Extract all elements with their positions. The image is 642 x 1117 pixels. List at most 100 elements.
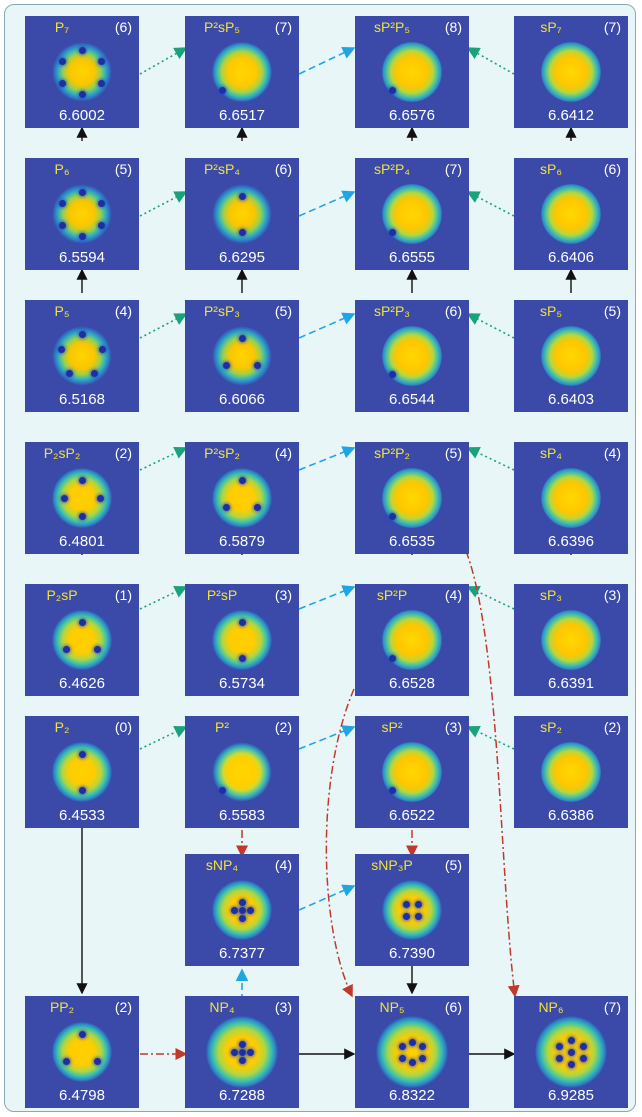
panel-sP6: sP₆ (6) 6.6406	[514, 158, 628, 270]
vortex-dot	[78, 46, 86, 54]
vortex-dot	[555, 1054, 563, 1062]
vortex-dot	[99, 345, 107, 353]
panel-label: sNP₃P	[371, 857, 413, 873]
panel-index: (7)	[444, 161, 462, 177]
panel-index: (4)	[444, 587, 462, 603]
vortex-dot	[78, 330, 86, 338]
vortex-dot	[388, 86, 396, 94]
panel-label: sP₂	[540, 719, 562, 735]
vortex-dot	[414, 900, 422, 908]
panel-label: sP₆	[540, 161, 562, 177]
panel-label: P²sP₄	[203, 161, 241, 177]
vortex-dot	[222, 503, 230, 511]
panel-index: (7)	[274, 19, 292, 35]
vortex-dot	[97, 79, 105, 87]
arrow	[139, 191, 188, 217]
panel-label: P²	[215, 719, 229, 735]
vortex-dot	[62, 645, 70, 653]
panel-label: sP₅	[540, 303, 562, 319]
panel-label: P₂	[54, 719, 70, 735]
panel-index: (6)	[444, 303, 462, 319]
panel-P2sP2: P₂sP₂ (2) 6.4801	[25, 442, 139, 554]
vortex-dot	[388, 370, 396, 378]
panel-index: (3)	[274, 587, 292, 603]
arrow	[466, 447, 515, 471]
panel-sP2: sP² (3) 6.6522	[355, 716, 469, 828]
vortex-dot	[238, 1048, 246, 1056]
vortex-dot	[94, 1057, 102, 1065]
panel-value: 6.9285	[548, 1087, 594, 1104]
panel-label: P₆	[54, 161, 70, 177]
panel-P7: P₇ (6) 6.6002	[25, 16, 139, 128]
panel-label: sP²	[381, 719, 403, 735]
panel-index: (3)	[603, 587, 621, 603]
panel-value: 6.6555	[389, 249, 435, 266]
panel-value: 6.6295	[219, 249, 265, 266]
panel-sP5: sP₅ (5) 6.6403	[514, 300, 628, 412]
vortex-dot	[246, 1048, 254, 1056]
panel-value: 6.6535	[389, 533, 435, 550]
vortex-dot	[402, 900, 410, 908]
vortex-dot	[408, 1038, 416, 1046]
vortex-dot	[567, 1036, 575, 1044]
panel-value: 6.6403	[548, 391, 594, 408]
density-blob	[541, 468, 601, 528]
panel-index: (2)	[114, 445, 132, 461]
panel-index: (3)	[274, 999, 292, 1015]
panel-index: (2)	[274, 719, 292, 735]
panel-value: 6.5879	[219, 533, 265, 550]
arrow	[298, 47, 356, 75]
vortex-dot	[59, 79, 67, 87]
panel-label: sP₄	[539, 445, 563, 461]
panel-value: 6.7288	[219, 1087, 265, 1104]
vortex-dot	[402, 912, 410, 920]
panel-NP4: NP₄ (3) 6.7288	[185, 996, 299, 1108]
vortex-dot	[567, 1048, 575, 1056]
panel-label: PP₂	[49, 999, 75, 1015]
panel-value: 6.8322	[389, 1087, 435, 1104]
vortex-dot	[60, 494, 68, 502]
panel-sP2b: sP₂ (2) 6.6386	[514, 716, 628, 828]
panel-label: P²sP₂	[204, 445, 240, 461]
density-blob	[382, 880, 442, 940]
vortex-dot	[97, 57, 105, 65]
panel-sP2P2: sP²P₂ (5) 6.6535	[355, 442, 469, 554]
panel-sP3: sP₃ (3) 6.6391	[514, 584, 628, 696]
panel-label: NP₅	[379, 999, 405, 1015]
vortex-dot	[238, 334, 246, 342]
arrow	[298, 190, 356, 217]
panel-value: 6.6528	[389, 675, 435, 692]
panel-sP4: sP₄ (4) 6.6396	[514, 442, 628, 554]
vortex-dot	[388, 654, 396, 662]
arrow	[139, 726, 188, 750]
panel-value: 6.4801	[59, 533, 105, 550]
vortex-dot	[254, 361, 262, 369]
panel-value: 6.6002	[59, 107, 105, 124]
arrow	[298, 725, 356, 750]
panel-index: (5)	[274, 303, 292, 319]
panel-P5: P₅ (4) 6.5168	[25, 300, 139, 412]
panel-index: (5)	[444, 445, 462, 461]
arrow	[139, 447, 188, 471]
panel-label: P²sP	[206, 587, 238, 603]
panel-label: NP₆	[538, 999, 564, 1015]
arrow	[466, 726, 515, 750]
vortex-dot	[78, 232, 86, 240]
vortex-dot	[238, 228, 246, 236]
arrow	[465, 550, 520, 998]
vortex-dot	[94, 645, 102, 653]
vortex-dot	[408, 1058, 416, 1066]
vortex-dot	[238, 192, 246, 200]
vortex-dot	[78, 618, 86, 626]
panel-label: sP₇	[540, 19, 562, 35]
panel-PP2: PP₂ (2) 6.4798	[25, 996, 139, 1108]
arrow	[139, 313, 188, 339]
panel-Psq: P² (2) 6.5583	[185, 716, 299, 828]
arrow	[466, 586, 515, 610]
panel-value: 6.6544	[389, 391, 435, 408]
vortex-dot	[57, 345, 65, 353]
vortex-dot	[414, 912, 422, 920]
panel-value: 6.5594	[59, 249, 105, 266]
panel-index: (3)	[444, 719, 462, 735]
vortex-dot	[238, 618, 246, 626]
